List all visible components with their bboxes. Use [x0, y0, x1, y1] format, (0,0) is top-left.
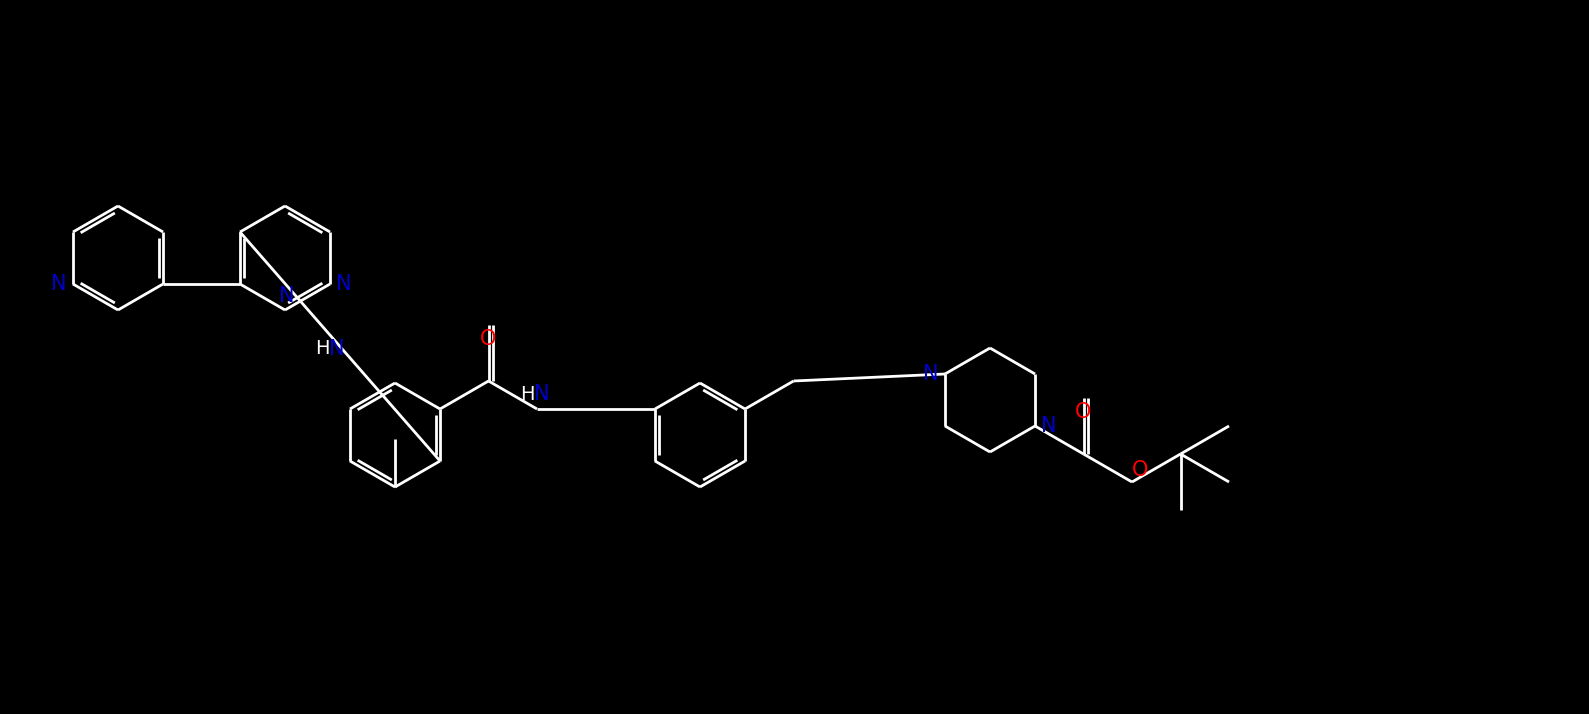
- Text: O: O: [1131, 460, 1149, 480]
- Text: H: H: [520, 385, 534, 403]
- Text: O: O: [1076, 402, 1092, 422]
- Text: N: N: [329, 338, 345, 358]
- Text: N: N: [923, 364, 939, 384]
- Text: N: N: [1041, 416, 1057, 436]
- Text: H: H: [315, 339, 329, 358]
- Text: N: N: [337, 274, 351, 294]
- Text: N: N: [280, 286, 294, 306]
- Text: N: N: [534, 384, 550, 404]
- Text: N: N: [51, 274, 67, 294]
- Text: O: O: [480, 329, 497, 349]
